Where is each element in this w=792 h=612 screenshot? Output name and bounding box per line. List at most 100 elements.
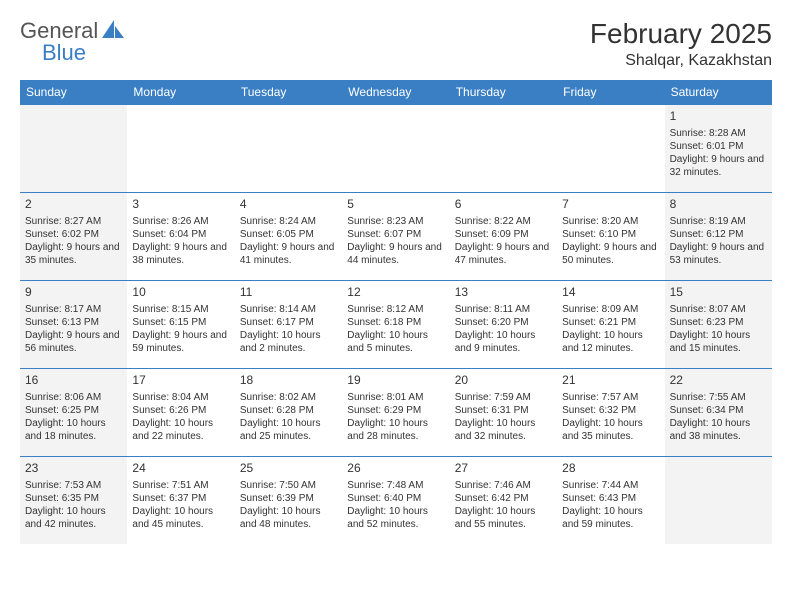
sunset-text: Sunset: 6:04 PM <box>132 228 229 241</box>
calendar-cell: 27Sunrise: 7:46 AMSunset: 6:42 PMDayligh… <box>450 457 557 544</box>
day-number: 4 <box>240 197 337 213</box>
daylight-text: Daylight: 10 hours and 5 minutes. <box>347 329 444 355</box>
sunset-text: Sunset: 6:28 PM <box>240 404 337 417</box>
daylight-text: Daylight: 10 hours and 25 minutes. <box>240 417 337 443</box>
daylight-text: Daylight: 10 hours and 9 minutes. <box>455 329 552 355</box>
daylight-text: Daylight: 9 hours and 59 minutes. <box>132 329 229 355</box>
calendar-week: 9Sunrise: 8:17 AMSunset: 6:13 PMDaylight… <box>20 280 772 368</box>
calendar-cell: 10Sunrise: 8:15 AMSunset: 6:15 PMDayligh… <box>127 281 234 368</box>
sunrise-text: Sunrise: 7:50 AM <box>240 479 337 492</box>
calendar-cell: 17Sunrise: 8:04 AMSunset: 6:26 PMDayligh… <box>127 369 234 456</box>
sunset-text: Sunset: 6:29 PM <box>347 404 444 417</box>
sunrise-text: Sunrise: 7:44 AM <box>562 479 659 492</box>
sunrise-text: Sunrise: 8:28 AM <box>670 127 767 140</box>
sunset-text: Sunset: 6:21 PM <box>562 316 659 329</box>
daylight-text: Daylight: 10 hours and 35 minutes. <box>562 417 659 443</box>
sunset-text: Sunset: 6:02 PM <box>25 228 122 241</box>
calendar-cell <box>450 105 557 192</box>
daylight-text: Daylight: 9 hours and 32 minutes. <box>670 153 767 179</box>
calendar-cell: 19Sunrise: 8:01 AMSunset: 6:29 PMDayligh… <box>342 369 449 456</box>
day-number: 28 <box>562 461 659 477</box>
day-number: 10 <box>132 285 229 301</box>
daylight-text: Daylight: 9 hours and 38 minutes. <box>132 241 229 267</box>
calendar-cell: 4Sunrise: 8:24 AMSunset: 6:05 PMDaylight… <box>235 193 342 280</box>
day-number: 18 <box>240 373 337 389</box>
sunrise-text: Sunrise: 8:12 AM <box>347 303 444 316</box>
sunrise-text: Sunrise: 8:17 AM <box>25 303 122 316</box>
day-number: 6 <box>455 197 552 213</box>
calendar-cell: 28Sunrise: 7:44 AMSunset: 6:43 PMDayligh… <box>557 457 664 544</box>
daylight-text: Daylight: 10 hours and 12 minutes. <box>562 329 659 355</box>
day-number: 22 <box>670 373 767 389</box>
day-number: 8 <box>670 197 767 213</box>
sail-icon <box>102 20 124 43</box>
sunset-text: Sunset: 6:26 PM <box>132 404 229 417</box>
daylight-text: Daylight: 10 hours and 2 minutes. <box>240 329 337 355</box>
daylight-text: Daylight: 10 hours and 48 minutes. <box>240 505 337 531</box>
sunrise-text: Sunrise: 8:01 AM <box>347 391 444 404</box>
day-header-sun: Sunday <box>20 80 127 104</box>
day-header-wed: Wednesday <box>342 80 449 104</box>
day-number: 13 <box>455 285 552 301</box>
calendar-cell: 22Sunrise: 7:55 AMSunset: 6:34 PMDayligh… <box>665 369 772 456</box>
sunset-text: Sunset: 6:20 PM <box>455 316 552 329</box>
calendar-cell: 16Sunrise: 8:06 AMSunset: 6:25 PMDayligh… <box>20 369 127 456</box>
calendar-cell: 23Sunrise: 7:53 AMSunset: 6:35 PMDayligh… <box>20 457 127 544</box>
sunrise-text: Sunrise: 8:27 AM <box>25 215 122 228</box>
calendar-cell: 24Sunrise: 7:51 AMSunset: 6:37 PMDayligh… <box>127 457 234 544</box>
sunrise-text: Sunrise: 7:57 AM <box>562 391 659 404</box>
day-number: 2 <box>25 197 122 213</box>
day-number: 24 <box>132 461 229 477</box>
calendar-cell <box>665 457 772 544</box>
day-number: 27 <box>455 461 552 477</box>
sunrise-text: Sunrise: 7:46 AM <box>455 479 552 492</box>
sunset-text: Sunset: 6:01 PM <box>670 140 767 153</box>
sunrise-text: Sunrise: 7:59 AM <box>455 391 552 404</box>
calendar-cell: 12Sunrise: 8:12 AMSunset: 6:18 PMDayligh… <box>342 281 449 368</box>
day-header-sat: Saturday <box>665 80 772 104</box>
day-number: 3 <box>132 197 229 213</box>
calendar-cell <box>557 105 664 192</box>
sunset-text: Sunset: 6:35 PM <box>25 492 122 505</box>
calendar-cell: 5Sunrise: 8:23 AMSunset: 6:07 PMDaylight… <box>342 193 449 280</box>
calendar-week: 23Sunrise: 7:53 AMSunset: 6:35 PMDayligh… <box>20 456 772 544</box>
calendar-cell: 11Sunrise: 8:14 AMSunset: 6:17 PMDayligh… <box>235 281 342 368</box>
sunrise-text: Sunrise: 8:26 AM <box>132 215 229 228</box>
calendar-cell: 13Sunrise: 8:11 AMSunset: 6:20 PMDayligh… <box>450 281 557 368</box>
calendar-week: 1Sunrise: 8:28 AMSunset: 6:01 PMDaylight… <box>20 104 772 192</box>
daylight-text: Daylight: 9 hours and 41 minutes. <box>240 241 337 267</box>
sunset-text: Sunset: 6:39 PM <box>240 492 337 505</box>
calendar-cell: 2Sunrise: 8:27 AMSunset: 6:02 PMDaylight… <box>20 193 127 280</box>
header: General Blue February 2025 Shalqar, Kaza… <box>20 18 772 70</box>
daylight-text: Daylight: 10 hours and 45 minutes. <box>132 505 229 531</box>
calendar-cell: 25Sunrise: 7:50 AMSunset: 6:39 PMDayligh… <box>235 457 342 544</box>
sunset-text: Sunset: 6:18 PM <box>347 316 444 329</box>
sunset-text: Sunset: 6:23 PM <box>670 316 767 329</box>
sunrise-text: Sunrise: 7:53 AM <box>25 479 122 492</box>
sunset-text: Sunset: 6:09 PM <box>455 228 552 241</box>
sunrise-text: Sunrise: 8:23 AM <box>347 215 444 228</box>
daylight-text: Daylight: 10 hours and 18 minutes. <box>25 417 122 443</box>
daylight-text: Daylight: 10 hours and 15 minutes. <box>670 329 767 355</box>
sunrise-text: Sunrise: 7:55 AM <box>670 391 767 404</box>
sunrise-text: Sunrise: 8:02 AM <box>240 391 337 404</box>
daylight-text: Daylight: 10 hours and 38 minutes. <box>670 417 767 443</box>
calendar-cell: 8Sunrise: 8:19 AMSunset: 6:12 PMDaylight… <box>665 193 772 280</box>
day-number: 7 <box>562 197 659 213</box>
sunset-text: Sunset: 6:12 PM <box>670 228 767 241</box>
sunset-text: Sunset: 6:10 PM <box>562 228 659 241</box>
sunset-text: Sunset: 6:05 PM <box>240 228 337 241</box>
calendar-cell <box>127 105 234 192</box>
daylight-text: Daylight: 9 hours and 50 minutes. <box>562 241 659 267</box>
day-number: 21 <box>562 373 659 389</box>
calendar-cell: 14Sunrise: 8:09 AMSunset: 6:21 PMDayligh… <box>557 281 664 368</box>
calendar-cell: 9Sunrise: 8:17 AMSunset: 6:13 PMDaylight… <box>20 281 127 368</box>
sunrise-text: Sunrise: 8:04 AM <box>132 391 229 404</box>
day-number: 20 <box>455 373 552 389</box>
sunrise-text: Sunrise: 8:06 AM <box>25 391 122 404</box>
sunset-text: Sunset: 6:42 PM <box>455 492 552 505</box>
sunrise-text: Sunrise: 8:15 AM <box>132 303 229 316</box>
sunset-text: Sunset: 6:40 PM <box>347 492 444 505</box>
sunrise-text: Sunrise: 8:22 AM <box>455 215 552 228</box>
daylight-text: Daylight: 9 hours and 56 minutes. <box>25 329 122 355</box>
